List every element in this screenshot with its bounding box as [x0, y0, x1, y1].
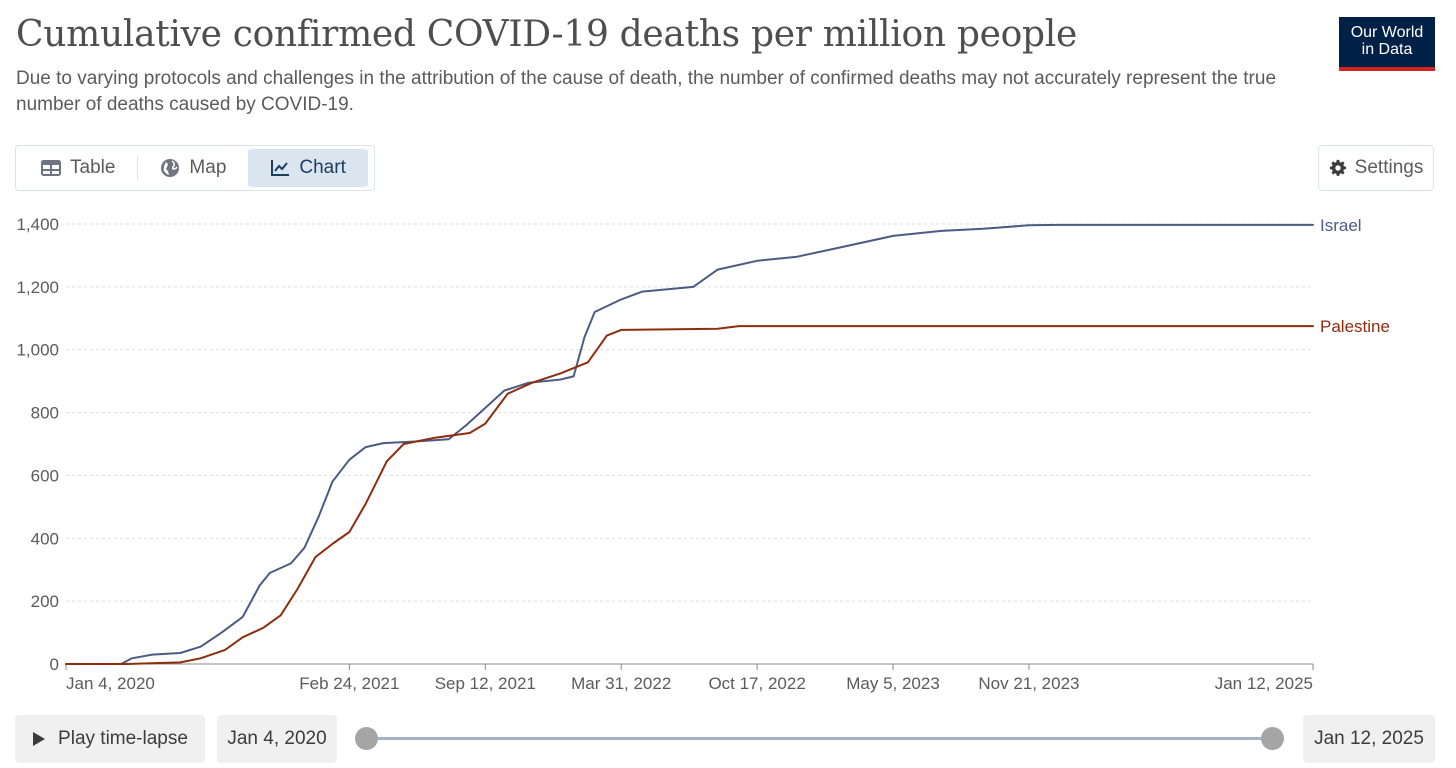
- x-tick-label: Mar 31, 2022: [571, 674, 671, 693]
- logo-line-1: Our World: [1350, 24, 1424, 41]
- tab-map-label: Map: [189, 157, 227, 178]
- y-tick-label: 400: [31, 529, 59, 548]
- x-tick-label: Jan 4, 2020: [66, 674, 155, 693]
- globe-icon: [161, 159, 180, 177]
- tab-table-label: Table: [70, 157, 116, 178]
- gear-icon: [1329, 159, 1346, 176]
- settings-button[interactable]: Settings: [1318, 145, 1434, 191]
- play-icon: [33, 732, 46, 746]
- timeline-start-handle[interactable]: [355, 727, 378, 750]
- line-chart-icon: [271, 160, 290, 176]
- line-chart: 0 200 400 600 800 1,000 1,200 1,400 Jan 4, 2020 F…: [16, 215, 1390, 693]
- chart-title: Cumulative confirmed COVID-19 deaths per…: [16, 14, 1077, 55]
- chart-subtitle: Due to varying protocols and challenges …: [16, 68, 1277, 115]
- table-icon: [41, 160, 61, 176]
- timeline-start-date[interactable]: Jan 4, 2020: [217, 715, 337, 763]
- x-tick-label: May 5, 2023: [846, 674, 940, 693]
- x-tick-label: Sep 12, 2021: [435, 674, 536, 693]
- timeline-end-handle[interactable]: [1261, 727, 1284, 750]
- tab-divider: [137, 156, 139, 180]
- play-timelapse-label: Play time-lapse: [58, 728, 188, 749]
- settings-label: Settings: [1354, 157, 1424, 178]
- logo-line-2: in Data: [1361, 41, 1413, 58]
- view-tabs: Table Map Chart: [15, 145, 375, 191]
- series-label-israel: Israel: [1320, 216, 1362, 235]
- series-line-palestine: [65, 325, 1314, 665]
- play-timelapse-button[interactable]: Play time-lapse: [15, 715, 205, 763]
- timeline-end-date[interactable]: Jan 12, 2025: [1303, 715, 1435, 763]
- y-tick-label: 800: [31, 404, 59, 423]
- timeline-slider-track[interactable]: [367, 737, 1273, 740]
- series-label-palestine: Palestine: [1320, 317, 1390, 336]
- tab-chart[interactable]: Chart: [248, 149, 368, 187]
- tab-chart-label: Chart: [299, 157, 346, 178]
- tab-map[interactable]: Map: [138, 149, 248, 187]
- x-tick-label: Oct 17, 2022: [708, 674, 805, 693]
- y-tick-label: 1,000: [16, 341, 59, 360]
- x-tick-label: Feb 24, 2021: [299, 674, 399, 693]
- y-tick-label: 200: [31, 592, 59, 611]
- series-line-israel: [65, 223, 1314, 665]
- y-tick-label: 1,200: [16, 278, 59, 297]
- y-tick-label: 1,400: [16, 215, 59, 234]
- y-tick-label: 0: [50, 655, 59, 674]
- y-tick-label: 600: [31, 466, 59, 485]
- tab-table[interactable]: Table: [19, 149, 137, 187]
- owid-logo[interactable]: Our World in Data: [1339, 17, 1435, 71]
- x-tick-label: Jan 12, 2025: [1215, 674, 1313, 693]
- x-tick-label: Nov 21, 2023: [978, 674, 1079, 693]
